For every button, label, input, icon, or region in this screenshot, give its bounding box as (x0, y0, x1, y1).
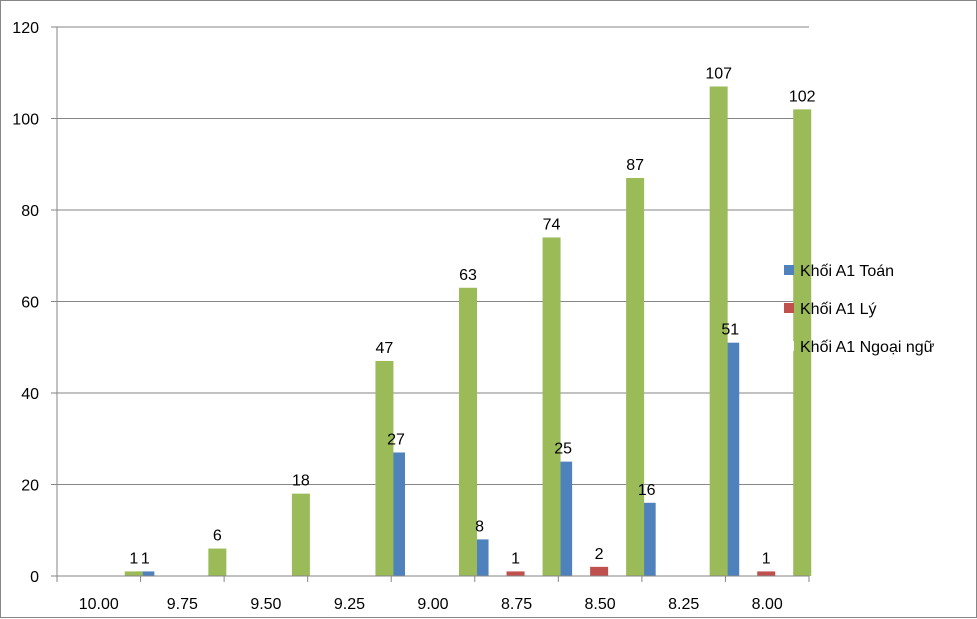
x-tick-label: 8.50 (585, 596, 616, 613)
legend-swatch (784, 341, 794, 351)
data-label: 74 (543, 216, 561, 233)
data-label: 51 (721, 322, 739, 339)
y-axis-tick-labels: 0 20 40 60 80 100 120 (12, 20, 39, 586)
x-tick-label: 8.25 (668, 596, 699, 613)
y-tick-label: 100 (12, 112, 39, 129)
data-label: 102 (789, 88, 816, 105)
bar (757, 571, 776, 576)
x-tick-label: 9.50 (250, 596, 281, 613)
bar-series (124, 86, 812, 576)
legend-label: Khối A1 Toán (800, 263, 894, 280)
data-label: 87 (626, 157, 644, 174)
x-axis-tick-labels: 10.00 9.75 9.50 9.25 9.00 8.75 8.50 8.25 8.00 (79, 596, 783, 613)
y-tick-label: 40 (21, 386, 39, 403)
bar (208, 548, 227, 576)
bar (136, 571, 155, 576)
data-label: 18 (292, 473, 310, 490)
data-label: 107 (705, 65, 732, 82)
bar (590, 566, 609, 576)
data-label: 2 (595, 546, 604, 563)
y-tick-label: 20 (21, 478, 39, 495)
data-label: 1 (141, 550, 150, 567)
data-label: 6 (213, 528, 222, 545)
y-tick-label: 60 (21, 295, 39, 312)
bar (626, 177, 645, 576)
data-label: 8 (475, 518, 484, 535)
data-label: 1 (511, 550, 520, 567)
bar (709, 86, 728, 576)
bar (542, 237, 561, 576)
bar (375, 360, 394, 576)
legend-swatch (784, 303, 794, 313)
legend-label: Khối A1 Ngoại ngữ (800, 339, 935, 356)
bar (291, 493, 310, 576)
y-tick-label: 80 (21, 203, 39, 220)
x-tick-label: 10.00 (79, 596, 119, 613)
x-tick-label: 8.00 (752, 596, 783, 613)
data-label: 27 (387, 431, 405, 448)
bar (459, 287, 477, 576)
x-tick-label: 9.75 (167, 596, 198, 613)
bar (124, 571, 143, 576)
data-label: 1 (762, 550, 771, 567)
gridlines (57, 26, 809, 485)
bar (506, 571, 525, 576)
y-tick-label: 120 (12, 20, 39, 37)
legend-label: Khối A1 Lý (800, 301, 877, 318)
data-label: 1 (129, 550, 138, 567)
y-tick-label: 0 (30, 569, 39, 586)
legend: Khối A1 Toán Khối A1 Lý Khối A1 Ngoại ngữ (784, 263, 935, 356)
data-label: 63 (459, 267, 477, 284)
data-label: 47 (376, 340, 394, 357)
legend-swatch (784, 265, 794, 275)
x-tick-label: 8.75 (501, 596, 532, 613)
bar (793, 109, 812, 576)
axes (51, 26, 810, 582)
x-tick-label: 9.00 (417, 596, 448, 613)
data-label: 16 (638, 482, 656, 499)
x-tick-label: 9.25 (334, 596, 365, 613)
data-label: 25 (554, 441, 572, 458)
